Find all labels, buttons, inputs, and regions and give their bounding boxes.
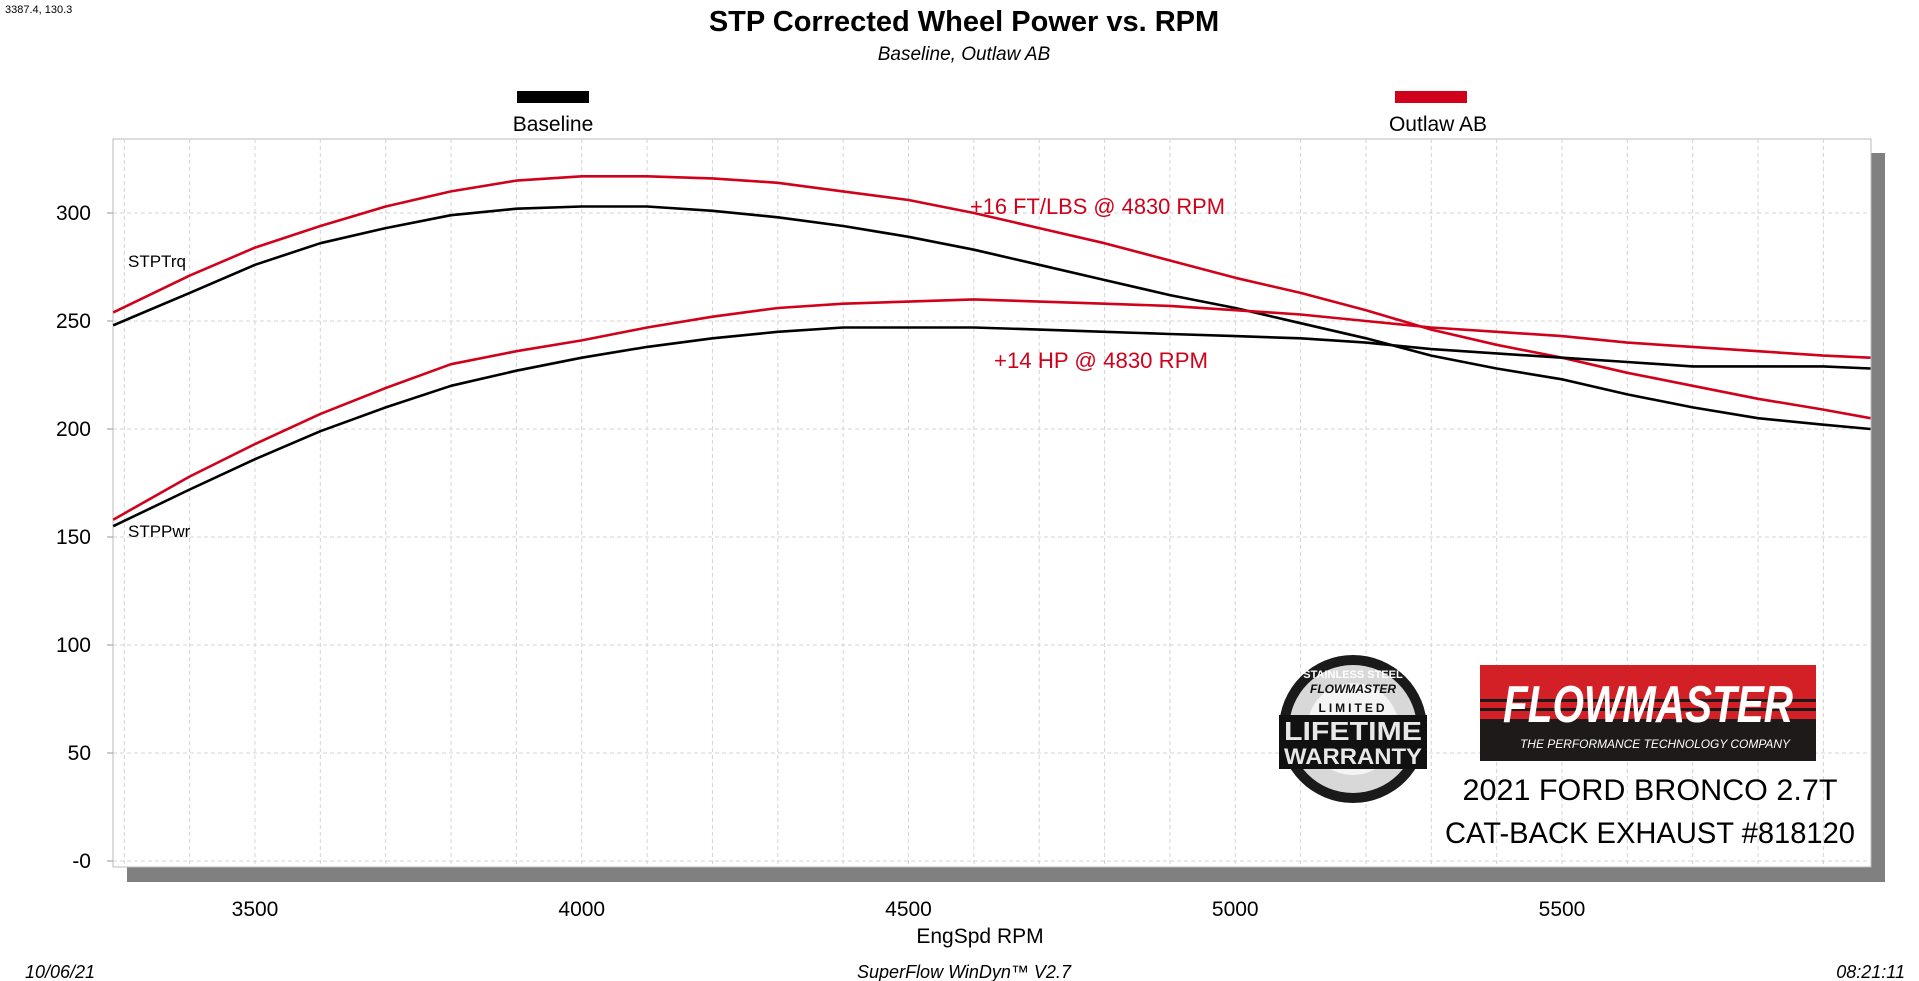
x-tick-label: 4500 <box>885 898 932 921</box>
y-axis: -0 50 100 150 200 250 300 <box>56 202 113 873</box>
legend-label-baseline: Baseline <box>513 113 594 136</box>
footer-software: SuperFlow WinDyn™ V2.7 <box>857 962 1072 981</box>
series-group <box>112 175 1871 528</box>
y-tick-label: 150 <box>56 526 91 549</box>
annotation-torque-gain: +16 FT/LBS @ 4830 RPM <box>970 194 1225 219</box>
curve-label-torque: STPTrq <box>128 252 186 271</box>
series-line-outlaw-ab-stppwr <box>112 298 1871 521</box>
grid <box>113 139 1871 867</box>
series-line-outlaw-ab-stptrq <box>112 175 1871 420</box>
svg-text:LIFETIME: LIFETIME <box>1284 716 1422 746</box>
svg-text:STAINLESS STEEL: STAINLESS STEEL <box>1303 669 1403 681</box>
svg-text:FLOWMASTER: FLOWMASTER <box>1310 682 1396 696</box>
curve-label-power: STPPwr <box>128 522 191 541</box>
chart-title: STP Corrected Wheel Power vs. RPM <box>709 6 1219 38</box>
x-tick-label: 4000 <box>558 898 605 921</box>
x-tick-label: 5000 <box>1212 898 1259 921</box>
svg-text:LIMITED: LIMITED <box>1319 701 1388 715</box>
footer-date: 10/06/21 <box>25 962 95 981</box>
lifetime-warranty-logo: FLOWMASTER LIMITED LIFETIME WARRANTY STA… <box>1279 655 1427 803</box>
x-tick-label: 5500 <box>1539 898 1586 921</box>
y-tick-label: 100 <box>56 634 91 657</box>
svg-text:WARRANTY: WARRANTY <box>1284 744 1422 769</box>
flowmaster-logo: FLOWMASTER THE PERFORMANCE TECHNOLOGY CO… <box>1480 665 1816 761</box>
y-tick-label: 300 <box>56 202 91 225</box>
svg-text:THE PERFORMANCE TECHNOLOGY COM: THE PERFORMANCE TECHNOLOGY COMPANY <box>1520 737 1791 751</box>
x-tick-label: 3500 <box>232 898 279 921</box>
x-axis: 3500 4000 4500 5000 5500 <box>232 898 1586 921</box>
y-tick-label: 250 <box>56 310 91 333</box>
series-line-baseline-stppwr <box>112 326 1871 528</box>
legend-swatch-outlaw <box>1395 91 1467 103</box>
y-tick-label: 50 <box>68 742 91 765</box>
y-tick-label: 200 <box>56 418 91 441</box>
legend-label-outlaw: Outlaw AB <box>1389 113 1487 136</box>
cursor-readout: 3387.4, 130.3 <box>5 4 72 16</box>
series-line-baseline-stptrq <box>112 205 1871 431</box>
y-tick-label: -0 <box>72 850 91 873</box>
legend-swatch-baseline <box>517 91 589 103</box>
svg-text:FLOWMASTER: FLOWMASTER <box>1503 676 1793 734</box>
chart-subtitle: Baseline, Outlaw AB <box>878 44 1051 65</box>
vehicle-line-1: 2021 FORD BRONCO 2.7T <box>1463 774 1838 807</box>
x-axis-label: EngSpd RPM <box>916 925 1043 948</box>
footer-time: 08:21:11 <box>1836 962 1905 981</box>
annotation-power-gain: +14 HP @ 4830 RPM <box>994 348 1208 373</box>
vehicle-line-2: CAT-BACK EXHAUST #818120 <box>1445 817 1855 850</box>
